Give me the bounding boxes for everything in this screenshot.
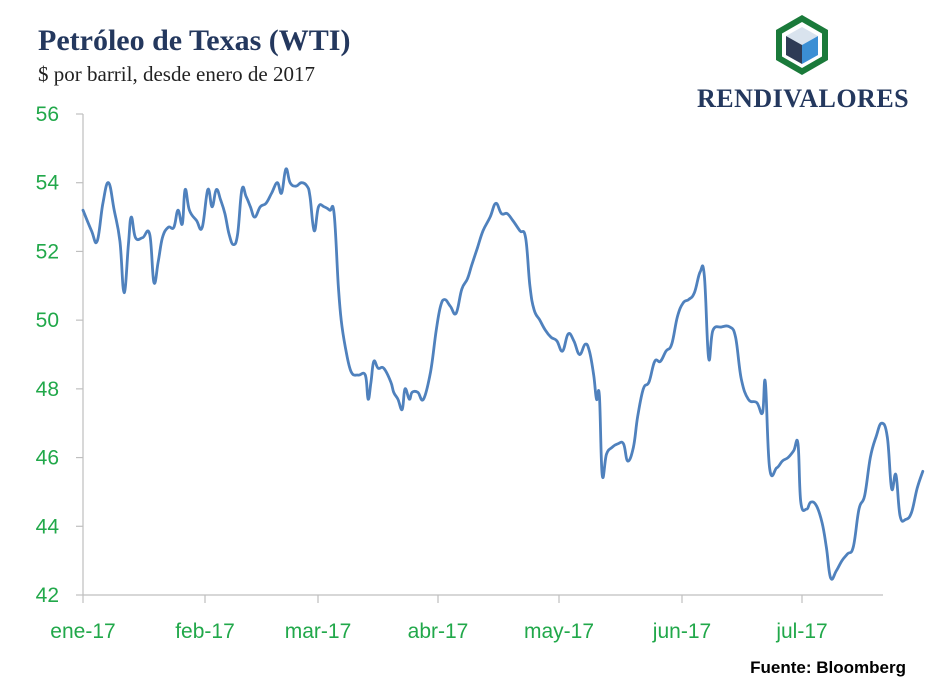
x-tick-label: jul-17 xyxy=(775,620,827,643)
x-tick-label: abr-17 xyxy=(408,620,469,643)
x-tick-label: feb-17 xyxy=(175,620,235,643)
logo-cube-right xyxy=(802,36,818,64)
source-note: Fuente: Bloomberg xyxy=(750,658,906,677)
chart-axes xyxy=(82,114,883,596)
chart-subtitle: $ por barril, desde enero de 2017 xyxy=(38,62,315,86)
logo-wordmark: RENDIVALORES xyxy=(697,84,910,113)
y-tick-label: 50 xyxy=(36,309,59,332)
logo-cube-left xyxy=(786,36,802,64)
chart-title: Petróleo de Texas (WTI) xyxy=(38,24,351,57)
x-tick-labels: ene-17 feb-17 mar-17 abr-17 may-17 jun-17 jul-… xyxy=(50,595,828,643)
y-tick-label: 44 xyxy=(36,515,60,538)
x-tick-label: jun-17 xyxy=(652,620,711,643)
x-tick-label: may-17 xyxy=(524,620,594,643)
y-tick-labels: 42 44 46 48 50 52 54 56 xyxy=(36,103,83,607)
y-tick-label: 54 xyxy=(36,172,60,195)
y-tick-label: 42 xyxy=(36,584,59,607)
chart-series xyxy=(81,167,925,581)
series-line-wti xyxy=(81,167,925,581)
y-tick-label: 52 xyxy=(36,240,59,263)
x-tick-label: mar-17 xyxy=(285,620,352,643)
y-tick-label: 56 xyxy=(36,103,59,126)
y-tick-label: 48 xyxy=(36,378,59,401)
y-tick-label: 46 xyxy=(36,447,59,470)
x-tick-label: ene-17 xyxy=(50,620,115,643)
hexagon-cube-icon xyxy=(776,15,828,75)
